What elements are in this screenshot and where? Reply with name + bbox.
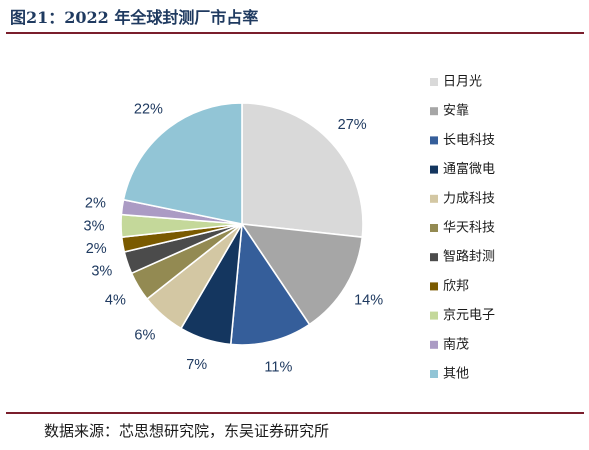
slice-percent-label: 7% bbox=[186, 357, 207, 373]
pie-slice bbox=[229, 223, 311, 346]
legend-item: 其他 bbox=[430, 367, 469, 382]
legend-label: 欣邦 bbox=[443, 279, 469, 294]
legend-swatch bbox=[430, 311, 438, 320]
legend-swatch bbox=[430, 165, 438, 174]
legend-swatch bbox=[430, 282, 438, 291]
legend-swatch bbox=[430, 370, 438, 378]
title-rule bbox=[6, 32, 584, 34]
legend-label: 华天科技 bbox=[443, 221, 495, 236]
slice-percent-label: 3% bbox=[84, 218, 105, 234]
pie-slices bbox=[120, 102, 364, 346]
pie-chart: 27% 14% 11% 7% 6% 4% 3% 2% 3% 2% 22% 日月光安靠长电科技通富微电… bbox=[84, 75, 496, 382]
legend-item: 通富微电 bbox=[430, 161, 495, 177]
pie-slice bbox=[122, 102, 243, 225]
slice-percent-label: 2% bbox=[86, 241, 107, 257]
legend-item: 安靠 bbox=[430, 104, 469, 119]
legend-swatch bbox=[430, 340, 438, 349]
legend-item: 京元电子 bbox=[430, 308, 495, 323]
legend-item: 智路封测 bbox=[430, 249, 495, 265]
pie-labels: 27% 14% 11% 7% 6% 4% 3% 2% 3% 2% 22% bbox=[84, 101, 384, 375]
legend-label: 京元电子 bbox=[443, 308, 495, 323]
slice-percent-label: 4% bbox=[105, 293, 126, 309]
slice-percent-label: 22% bbox=[134, 101, 163, 117]
legend-label: 通富微电 bbox=[443, 161, 495, 177]
legend-item: 南茂 bbox=[430, 336, 469, 352]
legend-item: 日月光 bbox=[430, 75, 482, 90]
legend-item: 华天科技 bbox=[430, 221, 495, 236]
legend-swatch bbox=[430, 136, 438, 145]
legend-swatch bbox=[430, 107, 438, 116]
legend-label: 智路封测 bbox=[443, 249, 495, 265]
legend-swatch bbox=[430, 78, 438, 86]
legend-label: 安靠 bbox=[443, 104, 469, 119]
slice-percent-label: 3% bbox=[91, 264, 112, 280]
figure-title: 图21：2022 年全球封测厂市占率 bbox=[10, 8, 259, 27]
slice-percent-label: 6% bbox=[134, 328, 155, 344]
pie-slice bbox=[241, 223, 364, 326]
legend-item: 力成科技 bbox=[430, 191, 495, 206]
legend-label: 日月光 bbox=[443, 75, 482, 90]
legend-item: 长电科技 bbox=[430, 133, 495, 148]
slice-percent-label: 11% bbox=[264, 359, 292, 375]
legend-swatch bbox=[430, 194, 438, 203]
legend-item: 欣邦 bbox=[430, 279, 469, 294]
slice-percent-label: 2% bbox=[85, 195, 106, 211]
pie-slice bbox=[241, 102, 364, 238]
legend-label: 长电科技 bbox=[443, 133, 495, 148]
source-note: 数据来源：芯思想研究院，东吴证券研究所 bbox=[44, 422, 330, 440]
slice-percent-label: 27% bbox=[338, 117, 367, 133]
legend-swatch bbox=[430, 224, 438, 232]
source-rule bbox=[6, 412, 584, 414]
slice-percent-label: 14% bbox=[354, 293, 383, 309]
legend-label: 南茂 bbox=[443, 336, 469, 352]
legend-swatch bbox=[430, 253, 438, 262]
legend-label: 力成科技 bbox=[443, 191, 495, 206]
legend-label: 其他 bbox=[443, 367, 469, 382]
